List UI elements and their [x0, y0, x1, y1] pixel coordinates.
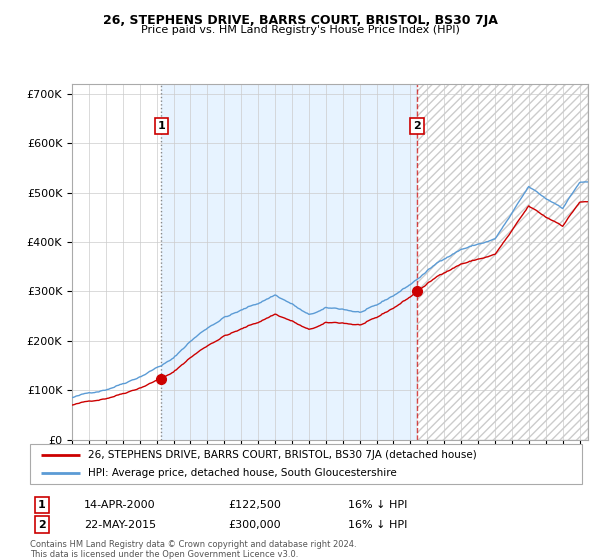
Text: 2: 2 [413, 121, 421, 131]
Text: This data is licensed under the Open Government Licence v3.0.: This data is licensed under the Open Gov… [30, 550, 298, 559]
Text: 1: 1 [38, 500, 46, 510]
Text: 22-MAY-2015: 22-MAY-2015 [84, 520, 156, 530]
Text: 2: 2 [38, 520, 46, 530]
Text: £122,500: £122,500 [228, 500, 281, 510]
Text: Contains HM Land Registry data © Crown copyright and database right 2024.: Contains HM Land Registry data © Crown c… [30, 540, 356, 549]
Bar [161, 84, 417, 440]
Text: Price paid vs. HM Land Registry's House Price Index (HPI): Price paid vs. HM Land Registry's House … [140, 25, 460, 35]
Text: HPI: Average price, detached house, South Gloucestershire: HPI: Average price, detached house, Sout… [88, 468, 397, 478]
Text: 16% ↓ HPI: 16% ↓ HPI [348, 500, 407, 510]
Bar [417, 84, 588, 440]
Text: £300,000: £300,000 [228, 520, 281, 530]
Text: 1: 1 [158, 121, 166, 131]
Text: 26, STEPHENS DRIVE, BARRS COURT, BRISTOL, BS30 7JA (detached house): 26, STEPHENS DRIVE, BARRS COURT, BRISTOL… [88, 450, 477, 460]
Text: 26, STEPHENS DRIVE, BARRS COURT, BRISTOL, BS30 7JA: 26, STEPHENS DRIVE, BARRS COURT, BRISTOL… [103, 14, 497, 27]
Text: 14-APR-2000: 14-APR-2000 [84, 500, 155, 510]
Text: 16% ↓ HPI: 16% ↓ HPI [348, 520, 407, 530]
